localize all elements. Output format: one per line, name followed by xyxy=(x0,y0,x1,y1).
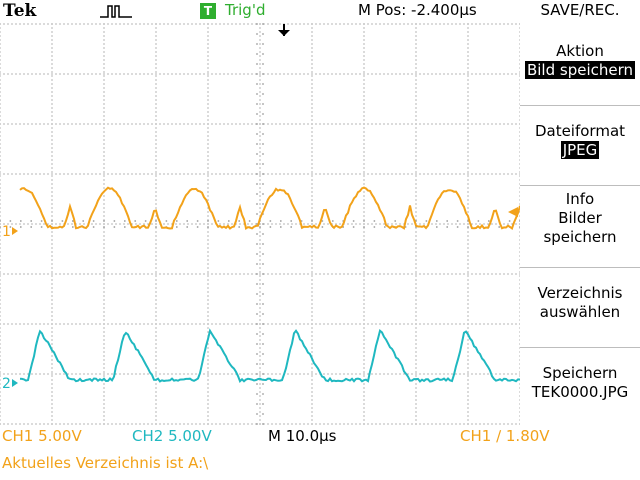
menu-save-line1: Speichern xyxy=(520,364,640,383)
menu-aktion[interactable]: Aktion Bild speichern xyxy=(520,42,640,80)
horizontal-position: M Pos: -2.400µs xyxy=(358,1,477,19)
menu-format-label: Dateiformat xyxy=(520,122,640,141)
menu-aktion-value: Bild speichern xyxy=(525,61,635,79)
ch2-scale: CH2 5.00V xyxy=(132,427,212,445)
menu-dateiformat[interactable]: Dateiformat JPEG xyxy=(520,122,640,160)
menu-info-line3: speichern xyxy=(520,228,640,247)
menu-dir-line2: auswählen xyxy=(520,303,640,322)
side-menu: Aktion Bild speichern Dateiformat JPEG I… xyxy=(520,22,640,426)
menu-aktion-label: Aktion xyxy=(520,42,640,61)
ch1-scale: CH1 5.00V xyxy=(2,427,82,445)
menu-title: SAVE/REC. xyxy=(520,1,640,19)
ch1-marker: 1 xyxy=(2,224,11,240)
acquisition-icon xyxy=(100,3,132,19)
menu-info[interactable]: Info Bilder speichern xyxy=(520,190,640,247)
menu-divider xyxy=(520,267,640,268)
status-message: Aktuelles Verzeichnis ist A:\ xyxy=(2,454,208,472)
menu-format-value: JPEG xyxy=(561,141,600,159)
menu-info-line1: Info xyxy=(520,190,640,209)
menu-speichern[interactable]: Speichern TEK0000.JPG xyxy=(520,364,640,402)
menu-dir-line1: Verzeichnis xyxy=(520,284,640,303)
ch2-marker: 2 xyxy=(2,376,11,392)
brand-logo: Tek xyxy=(3,1,36,21)
waveform-display: 1 2 xyxy=(0,22,520,426)
trigger-status: Trig'd xyxy=(225,1,265,19)
menu-divider xyxy=(520,347,640,348)
menu-divider xyxy=(520,105,640,106)
menu-verzeichnis[interactable]: Verzeichnis auswählen xyxy=(520,284,640,322)
status-bar: Tek T Trig'd M Pos: -2.400µs SAVE/REC. xyxy=(0,0,640,22)
bottom-status-bar: CH1 5.00V CH2 5.00V M 10.0µs CH1 ∕ 1.80V… xyxy=(0,426,640,480)
menu-save-line2: TEK0000.JPG xyxy=(520,383,640,402)
timebase: M 10.0µs xyxy=(268,427,336,445)
trigger-badge: T xyxy=(200,3,216,19)
menu-divider xyxy=(520,185,640,186)
trigger-level: CH1 ∕ 1.80V xyxy=(460,427,550,445)
menu-info-line2: Bilder xyxy=(520,209,640,228)
